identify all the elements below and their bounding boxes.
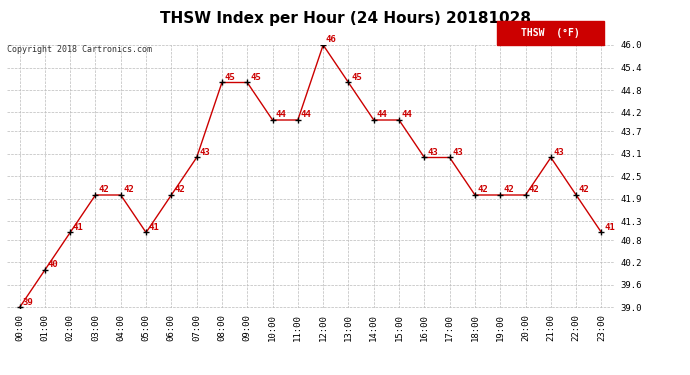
Text: 43: 43 [553, 148, 564, 157]
Text: 39: 39 [22, 298, 33, 307]
Text: THSW Index per Hour (24 Hours) 20181028: THSW Index per Hour (24 Hours) 20181028 [159, 11, 531, 26]
Text: 43: 43 [427, 148, 438, 157]
Text: 41: 41 [604, 223, 615, 232]
Text: 42: 42 [579, 185, 590, 194]
Text: 42: 42 [477, 185, 489, 194]
Text: THSW  (°F): THSW (°F) [521, 28, 580, 38]
Text: 46: 46 [326, 35, 337, 44]
Text: 44: 44 [377, 110, 387, 119]
Text: 44: 44 [301, 110, 311, 119]
Text: 41: 41 [149, 223, 159, 232]
Text: 45: 45 [351, 73, 362, 82]
Text: 42: 42 [503, 185, 514, 194]
Text: 42: 42 [174, 185, 185, 194]
Text: 43: 43 [453, 148, 463, 157]
Text: 41: 41 [73, 223, 83, 232]
Text: 45: 45 [250, 73, 261, 82]
Text: 40: 40 [48, 260, 59, 269]
Text: 44: 44 [402, 110, 413, 119]
Text: 43: 43 [199, 148, 210, 157]
Text: Copyright 2018 Cartronics.com: Copyright 2018 Cartronics.com [7, 45, 152, 54]
Text: 45: 45 [225, 73, 235, 82]
Text: 42: 42 [98, 185, 109, 194]
Text: 42: 42 [124, 185, 135, 194]
Text: 42: 42 [529, 185, 539, 194]
Text: 44: 44 [275, 110, 286, 119]
